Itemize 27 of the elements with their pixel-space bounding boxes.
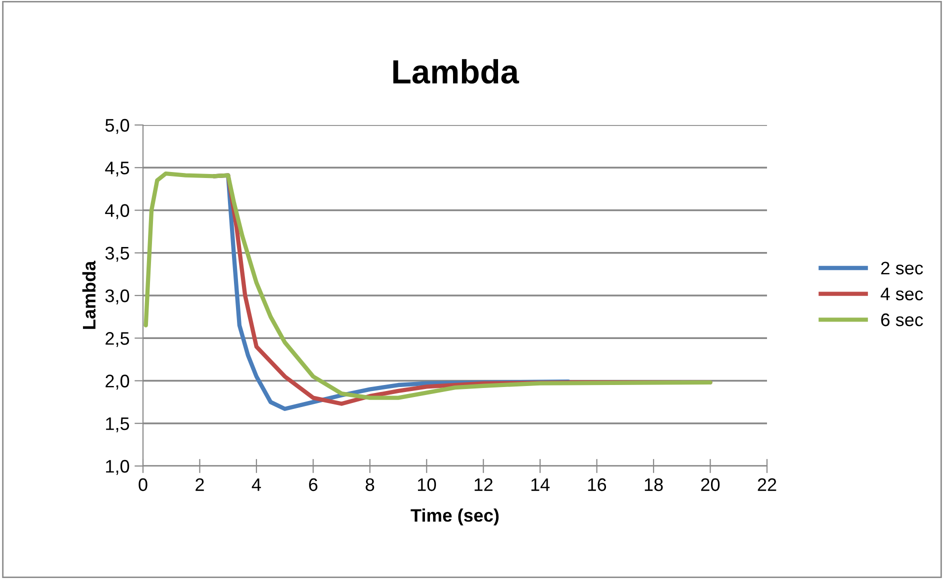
- x-tick-label: 18: [644, 478, 663, 492]
- x-tick-label: 0: [138, 478, 148, 492]
- y-tick-label: 1,5: [106, 417, 130, 432]
- x-tick-label: 10: [418, 478, 436, 492]
- y-tick-label: 1,0: [106, 460, 130, 475]
- legend-label: 2 sec: [881, 262, 923, 274]
- x-tick-label: 12: [474, 478, 492, 491]
- x-tick-label: 6: [309, 478, 318, 492]
- y-tick-label: 2,0: [106, 374, 130, 390]
- x-tick-label: 2: [196, 478, 204, 491]
- chart-title: Lambda: [393, 59, 520, 84]
- y-tick-label: 5,0: [105, 118, 130, 134]
- x-tick-label: 14: [531, 478, 550, 491]
- y-axis-title: Lambda: [82, 260, 96, 329]
- y-tick-label: 4,5: [105, 162, 130, 176]
- y-tick-label: 3,5: [105, 246, 130, 262]
- x-tick-label: 4: [252, 478, 261, 491]
- y-tick-label: 2,5: [106, 332, 130, 347]
- x-tick-label: 20: [701, 478, 720, 492]
- y-tick-label: 3,0: [105, 289, 130, 304]
- legend-label: 6 sec: [881, 313, 923, 326]
- y-tick-label: 4,0: [105, 204, 130, 220]
- x-axis-title: Time (sec): [410, 508, 499, 526]
- x-tick-label: 22: [758, 478, 776, 491]
- x-tick-label: 8: [366, 478, 374, 492]
- legend-label: 4 sec: [880, 288, 923, 300]
- x-tick-label: 16: [588, 478, 606, 492]
